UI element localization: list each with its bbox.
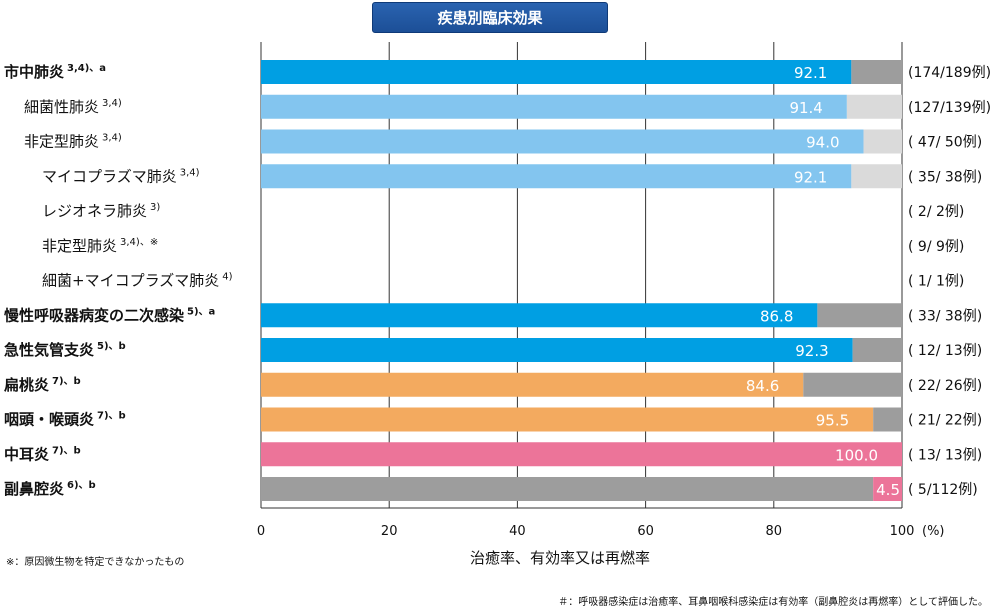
count-labels: (174/189例) (127/139例) ( 47/ 50例) ( 35/ 38例)…	[908, 65, 991, 498]
footnote-left: ※：原因微生物を特定できなかったもの	[6, 557, 185, 568]
value-label: 100.0	[835, 446, 878, 464]
count-label: ( 13/ 13例)	[908, 447, 982, 463]
category-label: 急性気管支炎 5)、b	[4, 341, 126, 359]
count-label: ( 33/ 38例)	[908, 308, 982, 324]
value-label: 92.1	[794, 168, 827, 186]
bar-remainder	[852, 338, 902, 362]
category-label: マイコプラズマ肺炎 3,4)	[42, 167, 200, 185]
value-label: 4.5	[876, 481, 900, 499]
value-label: 91.4	[789, 99, 822, 117]
bar-value	[261, 94, 847, 119]
count-label: (174/189例)	[908, 65, 991, 81]
category-label: 扁桃炎 7)、b	[4, 376, 81, 394]
category-label: 非定型肺炎 3,4)、※	[42, 237, 158, 255]
footnote-right: ＃：呼吸器感染症は治癒率、耳鼻咽喉科感染症は有効率（副鼻腔炎は再燃率）として評価…	[558, 597, 988, 608]
x-tick-label: 20	[381, 524, 398, 539]
value-label: 94.0	[806, 134, 839, 152]
bar-remainder	[803, 372, 902, 397]
bar-remainder	[863, 129, 902, 154]
count-label: ( 12/ 13例)	[908, 343, 982, 359]
chart-title: 疾患別臨床効果	[372, 2, 608, 33]
count-label: ( 22/ 26例)	[908, 378, 982, 394]
x-axis: 0 20 40 60 80 100 (%)	[257, 507, 945, 539]
category-label: 非定型肺炎 3,4)	[24, 133, 122, 151]
count-label: ( 5/112例)	[908, 482, 978, 498]
bar-value	[261, 442, 902, 467]
count-label: ( 47/ 50例)	[908, 135, 982, 151]
category-label: 市中肺炎 3,4)、a	[4, 63, 106, 81]
value-label: 92.3	[795, 342, 828, 360]
category-label: レジオネラ肺炎 3)	[42, 202, 160, 220]
category-labels: 市中肺炎 3,4)、a 細菌性肺炎 3,4) 非定型肺炎 3,4) マイコプラズマ肺炎 3,4…	[4, 63, 233, 498]
count-label: ( 21/ 22例)	[908, 413, 982, 429]
bar-remainder	[851, 60, 902, 84]
bar-value	[261, 338, 853, 362]
category-label: 細菌性肺炎 3,4)	[24, 98, 122, 116]
value-label: 95.5	[816, 412, 849, 430]
bar-remainder	[851, 164, 902, 189]
value-label: 86.8	[760, 307, 793, 325]
x-tick-label: 80	[766, 524, 783, 539]
count-label: ( 1/ 1例)	[908, 274, 964, 290]
count-label: (127/139例)	[908, 100, 991, 116]
bar-remainder	[261, 477, 874, 501]
bar-value	[261, 407, 874, 432]
x-tick-label: 0	[257, 524, 265, 539]
bar-remainder	[817, 303, 902, 328]
value-label: 84.6	[746, 377, 779, 395]
bar-value	[261, 303, 818, 328]
x-axis-unit: (%)	[922, 524, 945, 539]
x-tick-label: 100	[890, 524, 915, 539]
category-label: 中耳炎 7)、b	[4, 445, 81, 463]
category-label: 細菌+マイコプラズマ肺炎 4)	[42, 272, 233, 290]
bar-value	[261, 164, 852, 189]
count-label: ( 2/ 2例)	[908, 204, 964, 220]
x-tick-label: 60	[637, 524, 654, 539]
bar-value	[261, 129, 864, 154]
bar-remainder	[846, 94, 902, 119]
bars: 92.1 91.4 94.0 92.1 86.892.3 84.6 95.5 100.0 4.5	[261, 60, 902, 501]
bar-value	[873, 477, 902, 501]
bar-remainder	[873, 407, 902, 432]
category-label: 咽頭・喉頭炎 7)、b	[4, 411, 126, 429]
x-tick-label: 40	[509, 524, 526, 539]
category-label: 慢性呼吸器病変の二次感染 5)、a	[4, 306, 215, 324]
count-label: ( 9/ 9例)	[908, 239, 964, 255]
value-label: 92.1	[794, 64, 827, 82]
category-label: 副鼻腔炎 6)、b	[4, 480, 96, 498]
x-axis-label: 治癒率、有効率又は再燃率	[470, 549, 651, 567]
bar-value	[261, 60, 852, 84]
bar-value	[261, 372, 804, 397]
count-label: ( 35/ 38例)	[908, 169, 982, 185]
